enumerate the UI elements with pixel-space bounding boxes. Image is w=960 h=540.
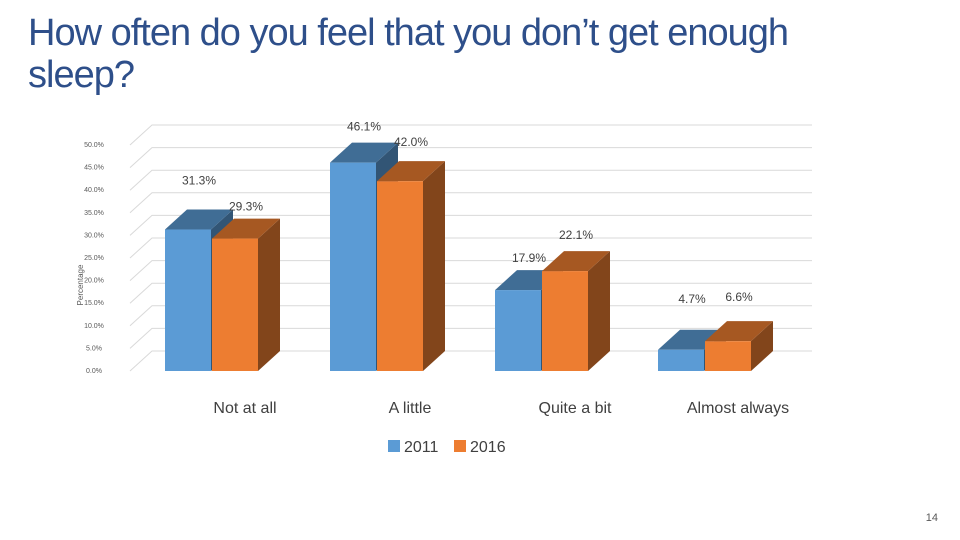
gridline [129,214,812,236]
data-label: 22.1% [559,228,593,242]
bar-front [542,271,588,371]
y-axis: 0.0% 5.0% 10.0% 15.0% 20.0% 25.0% 30.0% 35.0% 40… [76,142,104,375]
bar-side [423,161,445,371]
y-tick-label: 0.0% [86,368,102,375]
data-label: 29.3% [229,200,263,214]
category-label: Quite a bit [539,400,612,417]
category-labels: Not at all A little Quite a bit Almost alwa… [213,400,789,417]
data-labels: 31.3% 29.3% 46.1% 42.0% 17.9% 22.1% 4.7% 6.6% [182,120,753,306]
bars [165,142,773,371]
slide-title: How often do you feel that you don’t get… [28,12,789,96]
bar [542,251,610,371]
y-axis-title: Percentage [76,264,85,305]
legend-swatch [388,440,400,452]
bar-front [658,349,704,371]
bar-top [165,209,233,230]
gridline [129,124,812,146]
bar-front [705,341,751,371]
gridline [129,169,812,191]
y-tick-label: 30.0% [84,232,104,239]
bar-top [705,321,773,342]
gridline [129,192,812,214]
data-label: 6.6% [725,290,753,304]
category-label: Not at all [213,400,276,417]
legend: 2011 2016 [388,439,506,456]
gridline [129,237,812,259]
bar-side [751,321,773,371]
y-tick-label: 20.0% [84,278,104,285]
bar-top [377,161,445,182]
legend-label: 2016 [470,439,506,456]
y-tick-label: 50.0% [84,142,104,149]
y-tick-label: 40.0% [84,187,104,194]
bar-side [588,251,610,371]
bar-front [495,290,541,371]
bar-top [212,218,280,239]
bar-top [542,251,610,272]
bar-front [377,181,423,371]
data-label: 31.3% [182,174,216,188]
bar-front [165,229,211,371]
bar [705,321,773,371]
legend-swatch [454,440,466,452]
page-number: 14 [925,512,938,524]
y-tick-label: 35.0% [84,210,104,217]
bar-front [212,238,258,371]
y-tick-label: 10.0% [84,323,104,330]
data-label: 46.1% [347,120,381,134]
category-label: Almost always [687,400,789,417]
bar [212,218,280,371]
y-tick-label: 45.0% [84,165,104,172]
data-label: 4.7% [678,292,706,306]
y-tick-label: 15.0% [84,300,104,307]
category-label: A little [389,400,432,417]
y-tick-label: 5.0% [86,345,102,352]
gridline [129,147,812,168]
bar-front [330,162,376,371]
legend-label: 2011 [404,439,439,456]
bar-top [330,142,398,163]
data-label: 42.0% [394,135,428,149]
y-tick-label: 25.0% [84,255,104,262]
bar [377,161,445,371]
data-label: 17.9% [512,251,546,265]
bar-side [258,218,280,371]
